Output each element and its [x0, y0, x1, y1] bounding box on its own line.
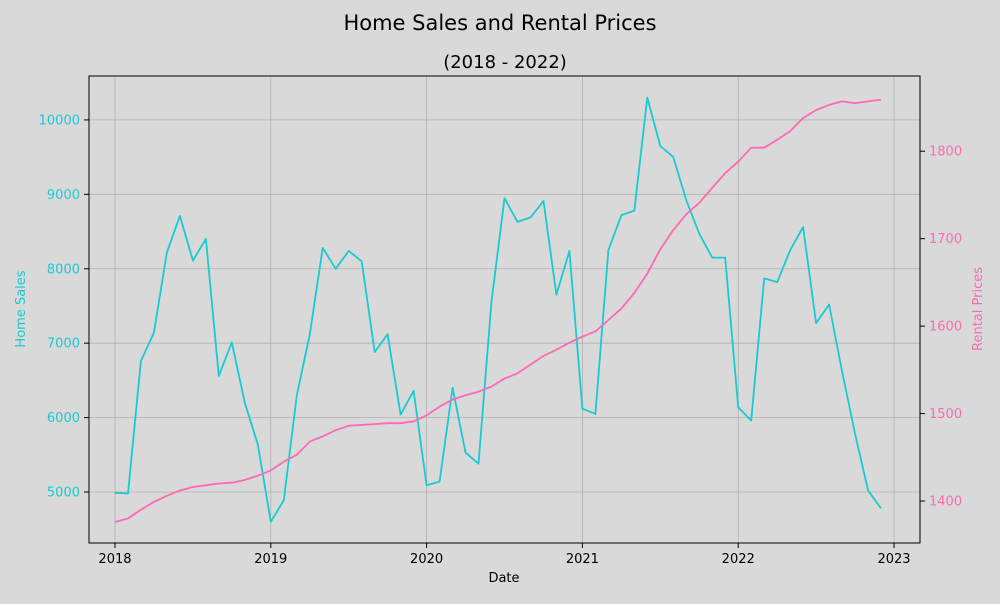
left-tick-label: 7000 — [47, 337, 80, 352]
plot-area — [89, 76, 920, 543]
left-tick-label: 5000 — [47, 486, 80, 501]
right-tick-label: 1700 — [929, 232, 962, 247]
x-axis-label: Date — [488, 571, 519, 586]
right-tick-label: 1500 — [929, 407, 962, 422]
right-tick-label: 1600 — [929, 320, 962, 335]
series-lines — [114, 96, 882, 523]
x-tick-label: 2020 — [410, 552, 443, 567]
x-tick-label: 2021 — [566, 552, 599, 567]
plot-frame — [88, 75, 921, 544]
x-tick-label: 2023 — [877, 552, 910, 567]
chart-subtitle: (2018 - 2022) — [443, 52, 567, 73]
x-tick-label: 2018 — [98, 552, 131, 567]
rental-prices-line — [114, 98, 882, 523]
left-tick-label: 8000 — [47, 262, 80, 277]
x-tick-label: 2022 — [722, 552, 755, 567]
left-tick-label: 6000 — [47, 411, 80, 426]
left-tick-label: 9000 — [47, 188, 80, 203]
axis-ticks: 2018 2019 2020 2021 2022 2023 5000 6000 7000 8000… — [39, 113, 962, 567]
right-tick-label: 1400 — [929, 495, 962, 510]
x-tick-label: 2019 — [254, 552, 287, 567]
chart-title: Home Sales and Rental Prices — [343, 11, 656, 35]
left-tick-label: 10000 — [39, 113, 80, 128]
home-sales-line — [114, 96, 882, 523]
right-axis-label: Rental Prices — [971, 267, 986, 351]
grid-lines — [89, 76, 920, 543]
left-axis-label: Home Sales — [14, 270, 29, 347]
right-tick-label: 1800 — [929, 145, 962, 160]
